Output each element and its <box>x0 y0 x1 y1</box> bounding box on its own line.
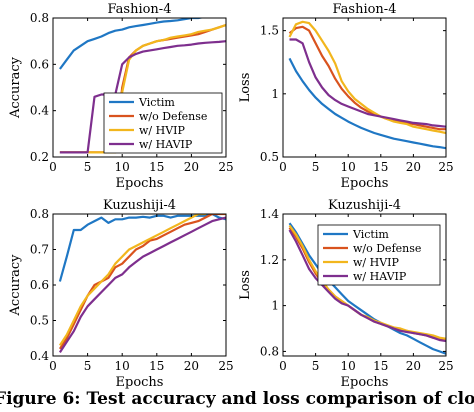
series-line-havip <box>59 40 226 154</box>
x-tick-label: 0 <box>49 160 57 174</box>
legend-label-wo_defense: w/o Defense <box>353 242 421 255</box>
y-tick-label: 0.6 <box>30 278 49 292</box>
y-tick-label: 1.2 <box>260 253 279 267</box>
legend-label-hvip: w/ HVIP <box>139 124 186 137</box>
legend-label-havip: w/ HAVIP <box>353 270 407 283</box>
y-tick-label: 0.5 <box>30 314 49 328</box>
x-tick-label: 0 <box>49 359 57 373</box>
legend-label-victim: Victim <box>352 228 389 241</box>
series-line-victim <box>288 57 446 150</box>
y-tick-label: 0.6 <box>30 57 49 71</box>
x-tick-label: 0 <box>279 359 287 373</box>
chart-title: Fashion-4 <box>333 2 397 17</box>
series-line-victim <box>58 214 226 282</box>
axes-box <box>52 17 227 158</box>
series-line-wo_defense <box>288 25 446 131</box>
series-line-havip <box>58 216 226 354</box>
x-tick-label: 25 <box>438 359 453 373</box>
x-tick-label: 20 <box>184 160 199 174</box>
x-tick-label: 25 <box>438 160 453 174</box>
y-tick-label: 1.4 <box>260 207 279 221</box>
x-tick-label: 10 <box>341 160 356 174</box>
chart-panel-2: 0 5 10 15 20 25 0.5 1 1.5 Fashion-4 Epochs Loss <box>238 2 454 191</box>
x-axis-label: Epochs <box>116 375 164 390</box>
chart-title: Kuzushiji-4 <box>103 198 176 213</box>
y-tick-label: 0.8 <box>30 11 49 25</box>
y-axis-label: Accuracy <box>8 254 23 317</box>
chart-panel-4: 0 5 10 15 20 25 0.8 1 1.2 1.4 Kuzushiji-4 Epochs Los… <box>238 198 454 390</box>
axes-box <box>282 17 447 158</box>
x-tick-label: 15 <box>373 160 388 174</box>
x-tick-label: 10 <box>341 359 356 373</box>
legend-label-victim: Victim <box>138 96 175 109</box>
x-tick-label: 25 <box>218 359 233 373</box>
x-tick-label: 25 <box>218 160 233 174</box>
x-axis-label: Epochs <box>116 176 164 191</box>
x-tick-label: 20 <box>406 359 421 373</box>
axes-box <box>52 213 227 357</box>
x-axis-label: Epochs <box>341 176 389 191</box>
series-line-hvip <box>288 20 446 135</box>
y-tick-label: 1 <box>271 87 279 101</box>
y-tick-label: 0.4 <box>30 349 49 363</box>
x-tick-label: 10 <box>115 160 130 174</box>
chart-panel-3: 0 5 10 15 20 25 0.4 0.5 0.6 0.7 0.8 Kuzushiji-4 Epoc… <box>8 198 234 390</box>
chart-title: Fashion-4 <box>108 2 172 17</box>
x-tick-label: 0 <box>279 160 287 174</box>
chart-panel-1: 0 5 10 15 20 25 0.2 0.4 0.6 0.8 Fashion-4 Epochs Acc… <box>8 2 234 191</box>
series-line-havip <box>289 38 446 128</box>
y-tick-label: 0.7 <box>30 243 49 257</box>
y-tick-label: 1.5 <box>260 24 279 38</box>
y-axis-label: Accuracy <box>8 56 23 119</box>
series-line-victim <box>59 18 205 70</box>
series-line-wo_defense <box>58 214 226 350</box>
x-axis-label: Epochs <box>341 375 389 390</box>
y-axis-label: Loss <box>238 73 253 103</box>
x-tick-label: 5 <box>84 160 92 174</box>
axes-box <box>282 213 447 357</box>
y-tick-label: 0.2 <box>30 150 49 164</box>
series-line-hvip <box>58 214 226 346</box>
x-tick-label: 10 <box>115 359 130 373</box>
chart-title: Kuzushiji-4 <box>328 198 401 213</box>
legend-label-wo_defense: w/o Defense <box>139 110 207 123</box>
y-tick-label: 0.4 <box>30 104 49 118</box>
x-tick-label: 15 <box>373 359 388 373</box>
legend-label-havip: w/ HAVIP <box>139 138 193 151</box>
series-line-havip <box>288 229 446 343</box>
y-tick-label: 0.8 <box>260 344 279 358</box>
x-tick-label: 5 <box>312 160 320 174</box>
y-tick-label: 0.5 <box>260 150 279 164</box>
y-tick-label: 0.8 <box>30 207 49 221</box>
legend-label-hvip: w/ HVIP <box>353 256 400 269</box>
y-axis-label: Loss <box>238 270 253 300</box>
figure-caption: Figure 6: Test accuracy and loss compari… <box>0 389 474 409</box>
x-tick-label: 20 <box>184 359 199 373</box>
x-tick-label: 5 <box>312 359 320 373</box>
x-tick-label: 20 <box>406 160 421 174</box>
x-tick-label: 5 <box>84 359 92 373</box>
y-tick-label: 1 <box>271 299 279 313</box>
x-tick-label: 15 <box>149 359 164 373</box>
series-line-victim <box>288 222 446 355</box>
x-tick-label: 15 <box>149 160 164 174</box>
